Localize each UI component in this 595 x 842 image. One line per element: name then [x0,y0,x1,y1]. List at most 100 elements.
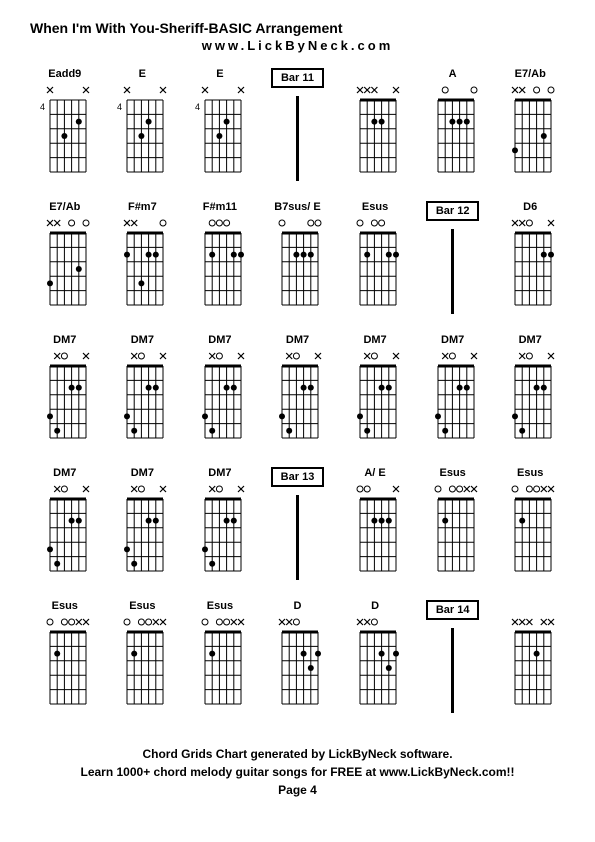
footer-line1: Chord Grids Chart generated by LickByNec… [30,745,565,763]
chord-diagram [505,352,555,447]
chord-diagram [505,219,555,314]
chord-cell: Esus [108,600,178,725]
chord-cell: DM7 [418,334,488,459]
footer-line2: Learn 1000+ chord melody guitar songs fo… [30,763,565,781]
chord-diagram [272,618,322,713]
chord-diagram [40,352,90,447]
chord-diagram: 4 [40,86,90,181]
chord-cell: DM7 [108,467,178,592]
chord-cell [495,600,565,725]
chord-diagram [272,352,322,447]
chord-label: DM7 [441,334,464,350]
bar-marker: Bar 14 [418,600,488,725]
bar-label: Bar 14 [426,600,480,620]
chord-diagram [428,485,478,580]
bar-label: Bar 12 [426,201,480,221]
chord-label: E [216,68,223,84]
chord-diagram [272,219,322,314]
chord-cell: B7sus/ E [263,201,333,326]
chord-cell: DM7 [340,334,410,459]
chord-diagram [40,219,90,314]
chord-grid: Eadd94E4E4Bar 11AE7/AbE7/AbF#m7F#m11B7su… [30,68,565,725]
svg-text:4: 4 [40,102,45,112]
chord-diagram: 4 [195,86,245,181]
chord-diagram [505,618,555,713]
chord-cell: DM7 [30,467,100,592]
chord-label: A/ E [364,467,385,483]
chord-label: DM7 [208,467,231,483]
chord-diagram [350,219,400,314]
chord-label: E [139,68,146,84]
chord-diagram [505,86,555,181]
chord-label: E7/Ab [515,68,546,84]
chord-label: DM7 [519,334,542,350]
chord-diagram [117,618,167,713]
chord-cell [340,68,410,193]
chord-label: Esus [52,600,78,616]
chord-diagram [350,618,400,713]
chord-label: Esus [129,600,155,616]
chord-label: F#m7 [128,201,157,217]
chord-cell: E7/Ab [495,68,565,193]
chord-cell: DM7 [108,334,178,459]
chord-cell: A [418,68,488,193]
chord-diagram [117,352,167,447]
chord-cell: DM7 [185,334,255,459]
bar-marker: Bar 13 [263,467,333,592]
chord-label: DM7 [286,334,309,350]
page-number: Page 4 [30,781,565,799]
chord-cell: Esus [30,600,100,725]
chord-label: DM7 [53,467,76,483]
chord-diagram [195,352,245,447]
chord-label: Esus [517,467,543,483]
chord-diagram [505,485,555,580]
chord-diagram [117,485,167,580]
chord-diagram [117,219,167,314]
bar-divider [296,96,299,181]
chord-label: E7/Ab [49,201,80,217]
chord-label: F#m11 [203,201,237,217]
bar-marker: Bar 12 [418,201,488,326]
chord-cell: F#m11 [185,201,255,326]
chord-label: DM7 [131,334,154,350]
chord-label: Esus [207,600,233,616]
chord-diagram: 4 [117,86,167,181]
chord-cell: DM7 [495,334,565,459]
chord-label: DM7 [131,467,154,483]
chord-diagram [428,86,478,181]
chord-cell: Esus [418,467,488,592]
chord-cell: DM7 [263,334,333,459]
chord-label: A [449,68,457,84]
chord-cell: F#m7 [108,201,178,326]
bar-divider [451,628,454,713]
bar-marker: Bar 11 [263,68,333,193]
chord-cell: Esus [340,201,410,326]
chord-label: D [371,600,379,616]
chord-diagram [40,485,90,580]
svg-text:4: 4 [195,102,200,112]
page-subtitle: www.LickByNeck.com [30,38,565,53]
chord-label: B7sus/ E [274,201,320,217]
chord-cell: E4 [185,68,255,193]
chord-label: Esus [439,467,465,483]
chord-diagram [195,618,245,713]
chord-cell: D6 [495,201,565,326]
bar-divider [451,229,454,314]
chord-diagram [350,352,400,447]
chord-cell: Eadd9 4 [30,68,100,193]
chord-cell: D [263,600,333,725]
svg-text:4: 4 [117,102,122,112]
chord-label: Eadd9 [48,68,81,84]
chord-label: D6 [523,201,537,217]
footer: Chord Grids Chart generated by LickByNec… [30,745,565,799]
chord-label: DM7 [53,334,76,350]
chord-diagram [40,618,90,713]
chord-cell: E7/Ab [30,201,100,326]
chord-diagram [350,86,400,181]
chord-label: DM7 [363,334,386,350]
chord-diagram [195,219,245,314]
chord-label: D [294,600,302,616]
chord-diagram [350,485,400,580]
chord-cell: E4 [108,68,178,193]
chord-cell: DM7 [30,334,100,459]
